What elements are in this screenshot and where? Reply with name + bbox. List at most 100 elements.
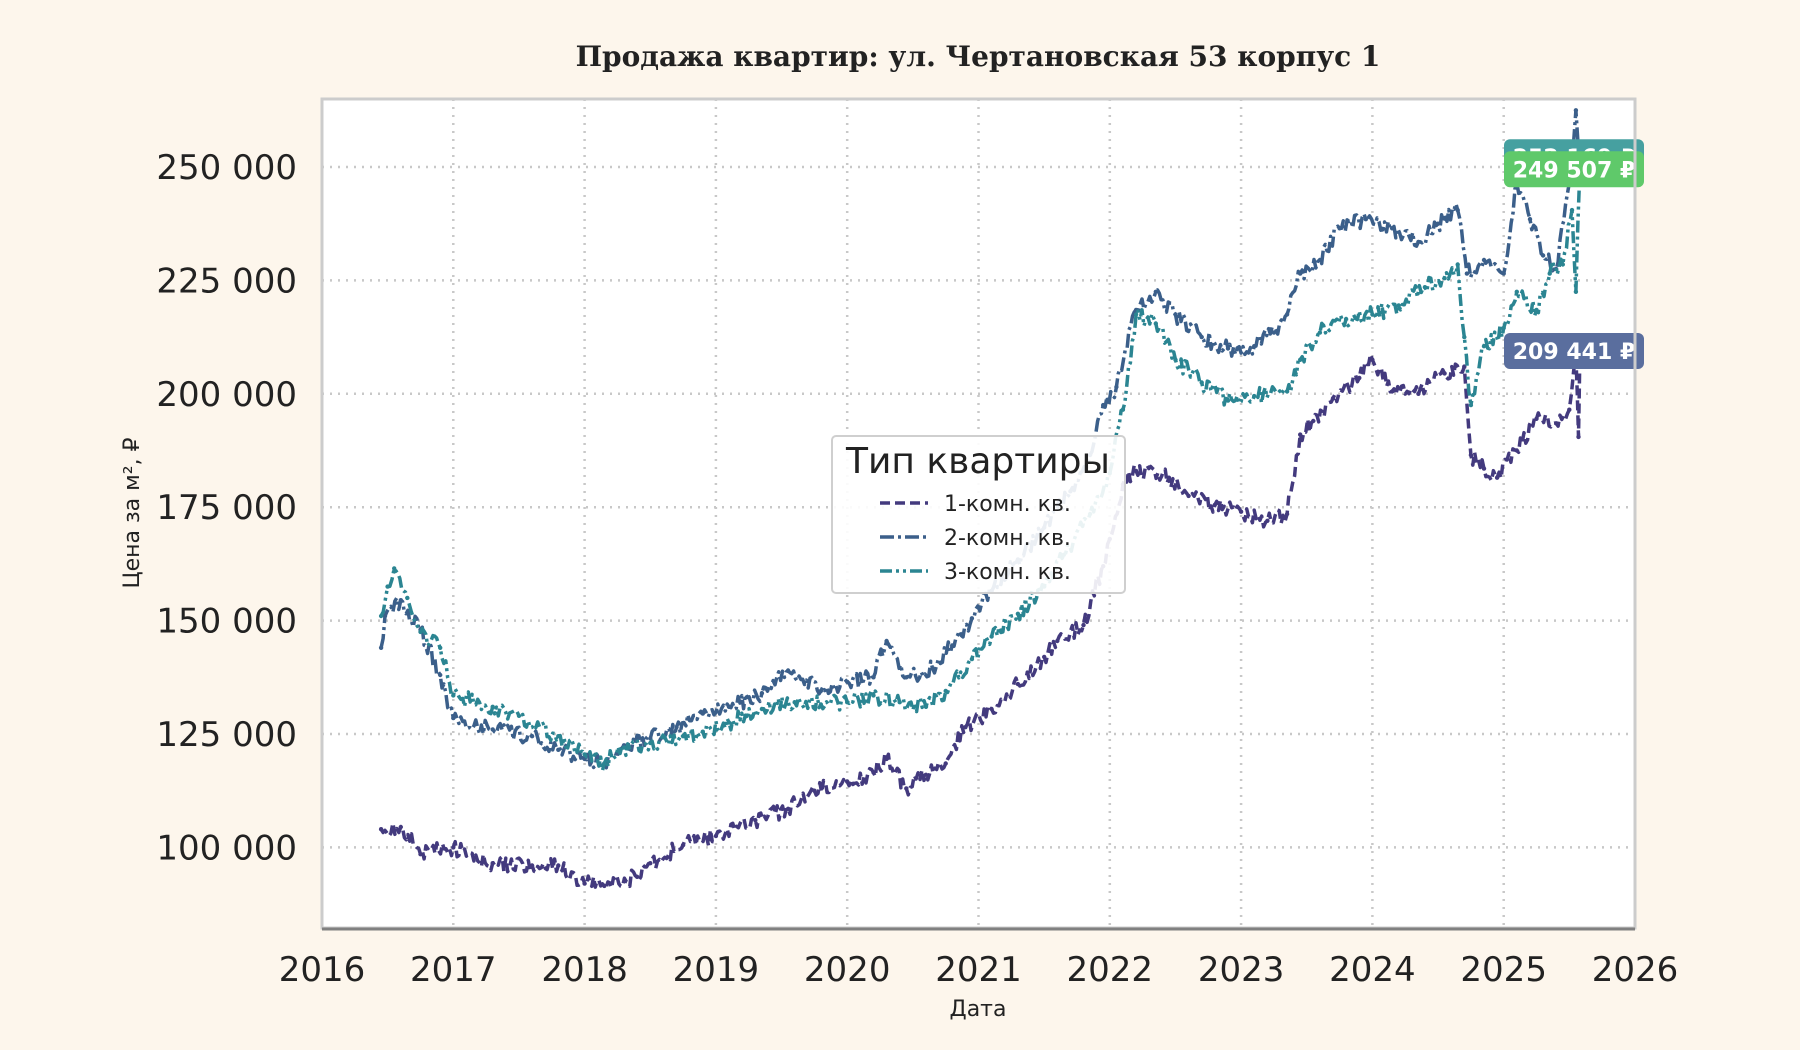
legend-item[interactable]: 1-комн. кв. bbox=[880, 492, 1071, 517]
data-point bbox=[1298, 357, 1303, 362]
data-point bbox=[1442, 371, 1447, 376]
data-point bbox=[1442, 276, 1447, 281]
data-point bbox=[871, 770, 876, 775]
x-tick-label: 2018 bbox=[541, 950, 628, 990]
data-point bbox=[943, 688, 948, 694]
y-axis-label: Цена за м², ₽ bbox=[120, 437, 145, 588]
data-point bbox=[1252, 393, 1257, 399]
chart-title: Продажа квартир: ул. Чертановская 53 кор… bbox=[576, 40, 1381, 73]
data-point bbox=[1363, 217, 1369, 222]
data-point bbox=[1389, 226, 1395, 231]
data-point bbox=[1547, 271, 1552, 276]
data-point bbox=[1422, 285, 1428, 290]
data-point bbox=[1298, 432, 1303, 437]
data-point bbox=[418, 629, 423, 635]
x-tick-label: 2026 bbox=[1592, 950, 1679, 990]
data-point bbox=[989, 634, 994, 639]
data-point bbox=[529, 734, 535, 739]
data-point bbox=[1468, 402, 1474, 408]
legend-item[interactable]: 2-комн. кв. bbox=[880, 526, 1071, 551]
data-point bbox=[1317, 257, 1323, 263]
data-point bbox=[1081, 622, 1086, 628]
data-point bbox=[1015, 611, 1021, 616]
data-point bbox=[845, 679, 850, 684]
data-point bbox=[785, 668, 791, 673]
data-point bbox=[923, 772, 929, 777]
data-point bbox=[1514, 448, 1520, 453]
data-point bbox=[1271, 330, 1277, 335]
end-label-text: 249 507 ₽ bbox=[1513, 158, 1635, 183]
data-point bbox=[963, 725, 968, 730]
end-label-badge bbox=[1504, 332, 1644, 369]
data-point bbox=[674, 725, 679, 730]
legend-box bbox=[831, 435, 1126, 594]
legend[interactable]: Тип квартиры 1-комн. кв. 2-комн. кв. 3-ком… bbox=[831, 435, 1126, 594]
data-point bbox=[490, 704, 495, 709]
data-point bbox=[1481, 466, 1487, 471]
data-point bbox=[1455, 207, 1460, 213]
data-point bbox=[1166, 475, 1172, 480]
data-point bbox=[1343, 316, 1349, 322]
data-point bbox=[1265, 518, 1270, 523]
data-point bbox=[378, 613, 384, 619]
data-point bbox=[490, 727, 495, 732]
data-point bbox=[582, 752, 587, 757]
data-point bbox=[582, 881, 587, 886]
data-point bbox=[1225, 346, 1231, 351]
data-point bbox=[1416, 239, 1421, 245]
data-point bbox=[451, 715, 456, 721]
data-point bbox=[969, 656, 975, 662]
data-point bbox=[648, 740, 653, 746]
end-label: 209 441 ₽ bbox=[1504, 332, 1644, 369]
y-tick-label: 175 000 bbox=[156, 488, 297, 528]
data-point bbox=[785, 806, 791, 811]
legend-label: 2-комн. кв. bbox=[944, 526, 1071, 551]
data-point bbox=[1153, 321, 1159, 326]
legend-item[interactable]: 3-комн. кв. bbox=[880, 560, 1071, 585]
legend-label: 1-комн. кв. bbox=[944, 492, 1071, 517]
data-point bbox=[1186, 493, 1191, 499]
data-point bbox=[1173, 357, 1178, 362]
end-label: 249 507 ₽ bbox=[1504, 151, 1644, 188]
end-labels: 252 169 ₽249 507 ₽209 441 ₽ bbox=[1504, 139, 1644, 369]
x-tick-label: 2020 bbox=[804, 950, 891, 990]
data-point bbox=[726, 720, 732, 725]
data-point bbox=[634, 874, 640, 879]
data-point bbox=[930, 666, 935, 671]
y-tick-label: 125 000 bbox=[156, 715, 297, 755]
data-point bbox=[700, 729, 705, 734]
data-point bbox=[1468, 452, 1474, 458]
data-point bbox=[1481, 257, 1487, 263]
series-line bbox=[379, 350, 1582, 890]
data-point bbox=[792, 700, 797, 705]
data-point bbox=[378, 827, 384, 832]
data-point bbox=[392, 566, 397, 571]
data-point bbox=[438, 645, 443, 650]
data-point bbox=[1357, 375, 1362, 381]
data-point bbox=[759, 691, 765, 696]
data-point bbox=[1173, 312, 1178, 317]
data-point bbox=[1133, 468, 1139, 474]
data-point bbox=[1534, 307, 1539, 313]
data-point bbox=[602, 883, 607, 889]
data-point bbox=[556, 734, 561, 739]
data-point bbox=[1330, 396, 1336, 401]
y-tick-label: 225 000 bbox=[156, 261, 297, 301]
data-point bbox=[1114, 384, 1119, 390]
data-point bbox=[1284, 312, 1290, 317]
data-point bbox=[405, 595, 410, 601]
data-point bbox=[451, 845, 456, 850]
x-tick-label: 2016 bbox=[279, 950, 366, 990]
data-point bbox=[1238, 509, 1244, 514]
data-point bbox=[1370, 312, 1375, 317]
data-point bbox=[451, 693, 456, 698]
data-point bbox=[1501, 325, 1506, 331]
data-point bbox=[1455, 262, 1460, 267]
data-point bbox=[904, 786, 909, 791]
data-point bbox=[1153, 289, 1159, 294]
data-point bbox=[845, 779, 850, 784]
data-point bbox=[1560, 262, 1566, 267]
data-point bbox=[943, 761, 948, 766]
data-point bbox=[1199, 334, 1204, 340]
